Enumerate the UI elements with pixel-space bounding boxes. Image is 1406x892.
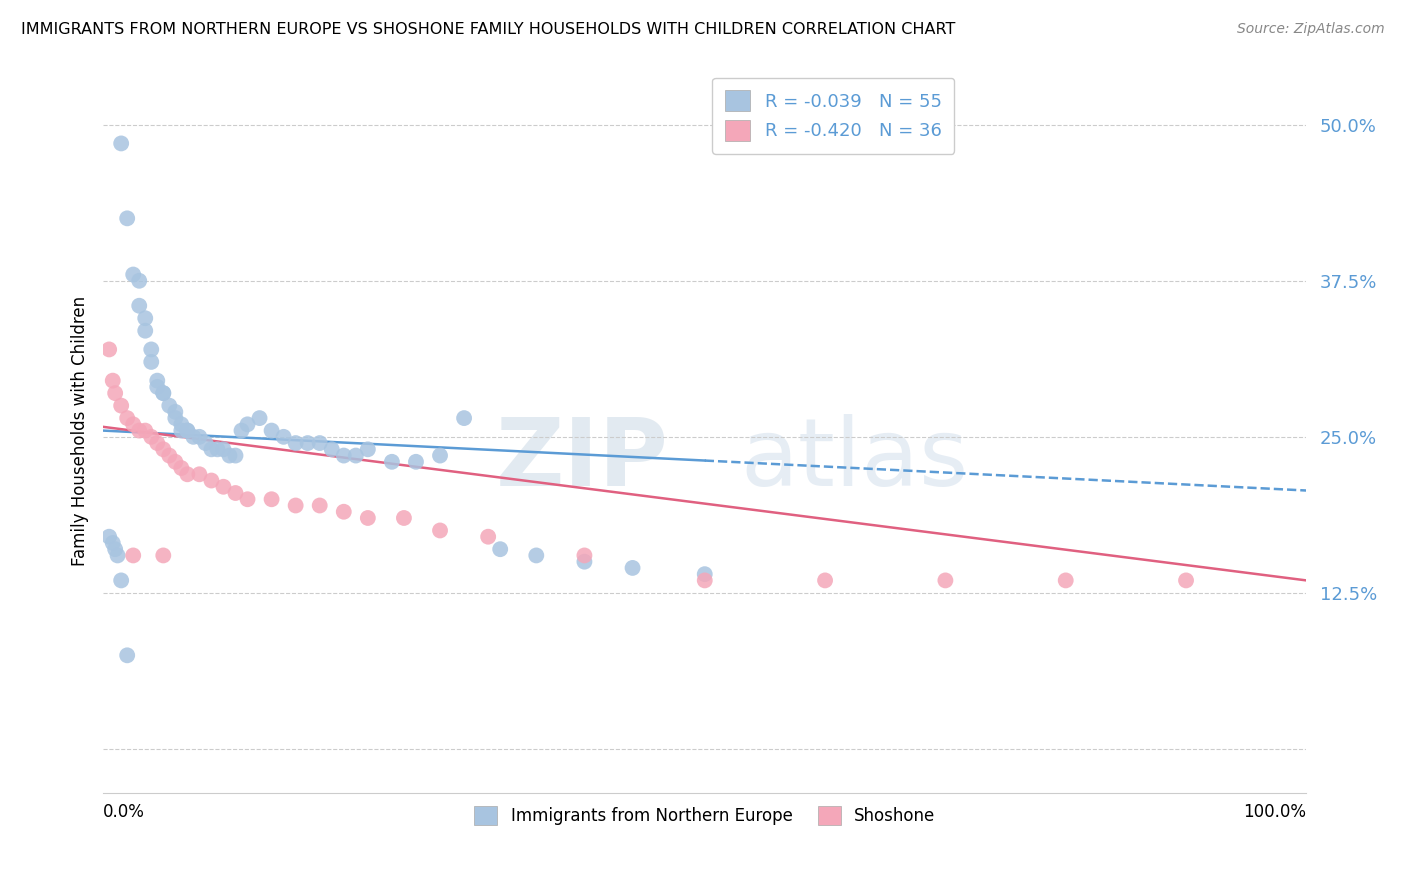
Point bbox=[122, 417, 145, 432]
Point bbox=[101, 536, 124, 550]
Point bbox=[157, 399, 180, 413]
Point bbox=[152, 442, 174, 457]
Point bbox=[207, 442, 229, 457]
Y-axis label: Family Households with Children: Family Households with Children bbox=[72, 295, 89, 566]
Point bbox=[170, 417, 193, 432]
Point bbox=[308, 499, 330, 513]
Point bbox=[273, 430, 295, 444]
Point bbox=[453, 411, 475, 425]
Point bbox=[146, 436, 169, 450]
Point bbox=[236, 492, 259, 507]
Point bbox=[477, 530, 499, 544]
Point bbox=[165, 455, 187, 469]
Text: IMMIGRANTS FROM NORTHERN EUROPE VS SHOSHONE FAMILY HOUSEHOLDS WITH CHILDREN CORR: IMMIGRANTS FROM NORTHERN EUROPE VS SHOSH… bbox=[21, 22, 956, 37]
Point bbox=[128, 299, 150, 313]
Point bbox=[134, 311, 156, 326]
Point bbox=[152, 386, 174, 401]
Point bbox=[333, 505, 356, 519]
Point bbox=[98, 530, 121, 544]
Point bbox=[357, 442, 380, 457]
Point bbox=[101, 374, 124, 388]
Point bbox=[110, 574, 132, 588]
Legend: Immigrants from Northern Europe, Shoshone: Immigrants from Northern Europe, Shoshon… bbox=[464, 796, 945, 835]
Point bbox=[344, 449, 367, 463]
Point bbox=[224, 486, 246, 500]
Text: atlas: atlas bbox=[741, 414, 969, 506]
Point bbox=[176, 424, 198, 438]
Point bbox=[284, 436, 307, 450]
Point bbox=[128, 424, 150, 438]
Point bbox=[212, 442, 235, 457]
Point bbox=[321, 442, 343, 457]
Point bbox=[200, 442, 222, 457]
Point bbox=[693, 574, 716, 588]
Text: 100.0%: 100.0% bbox=[1243, 803, 1306, 821]
Point bbox=[141, 430, 163, 444]
Point bbox=[194, 436, 217, 450]
Point bbox=[176, 424, 198, 438]
Point bbox=[814, 574, 837, 588]
Point bbox=[157, 449, 180, 463]
Point bbox=[260, 424, 283, 438]
Point bbox=[141, 355, 163, 369]
Point bbox=[381, 455, 404, 469]
Point bbox=[574, 549, 596, 563]
Point bbox=[333, 449, 356, 463]
Point bbox=[934, 574, 956, 588]
Point bbox=[104, 542, 127, 557]
Point bbox=[231, 424, 253, 438]
Point bbox=[429, 449, 451, 463]
Point bbox=[176, 467, 198, 482]
Point bbox=[122, 549, 145, 563]
Point bbox=[489, 542, 512, 557]
Point bbox=[1054, 574, 1077, 588]
Point bbox=[115, 648, 138, 663]
Point bbox=[115, 411, 138, 425]
Point bbox=[170, 461, 193, 475]
Point bbox=[260, 492, 283, 507]
Point bbox=[308, 436, 330, 450]
Point bbox=[115, 211, 138, 226]
Point bbox=[297, 436, 319, 450]
Point bbox=[392, 511, 415, 525]
Point bbox=[236, 417, 259, 432]
Point bbox=[188, 430, 211, 444]
Point bbox=[165, 411, 187, 425]
Point bbox=[146, 374, 169, 388]
Point bbox=[188, 467, 211, 482]
Point bbox=[218, 449, 240, 463]
Point bbox=[212, 480, 235, 494]
Point bbox=[141, 343, 163, 357]
Point bbox=[128, 274, 150, 288]
Point bbox=[693, 567, 716, 582]
Point bbox=[200, 474, 222, 488]
Point bbox=[107, 549, 129, 563]
Point bbox=[621, 561, 644, 575]
Point bbox=[134, 324, 156, 338]
Text: ZIP: ZIP bbox=[496, 414, 669, 506]
Point bbox=[165, 405, 187, 419]
Text: Source: ZipAtlas.com: Source: ZipAtlas.com bbox=[1237, 22, 1385, 37]
Point bbox=[284, 499, 307, 513]
Point bbox=[224, 449, 246, 463]
Point bbox=[152, 549, 174, 563]
Text: 0.0%: 0.0% bbox=[103, 803, 145, 821]
Point bbox=[1175, 574, 1198, 588]
Point bbox=[98, 343, 121, 357]
Point bbox=[249, 411, 271, 425]
Point bbox=[110, 399, 132, 413]
Point bbox=[152, 386, 174, 401]
Point bbox=[170, 424, 193, 438]
Point bbox=[429, 524, 451, 538]
Point bbox=[524, 549, 547, 563]
Point bbox=[134, 424, 156, 438]
Point bbox=[183, 430, 205, 444]
Point bbox=[357, 511, 380, 525]
Point bbox=[146, 380, 169, 394]
Point bbox=[405, 455, 427, 469]
Point bbox=[104, 386, 127, 401]
Point bbox=[110, 136, 132, 151]
Point bbox=[574, 555, 596, 569]
Point bbox=[122, 268, 145, 282]
